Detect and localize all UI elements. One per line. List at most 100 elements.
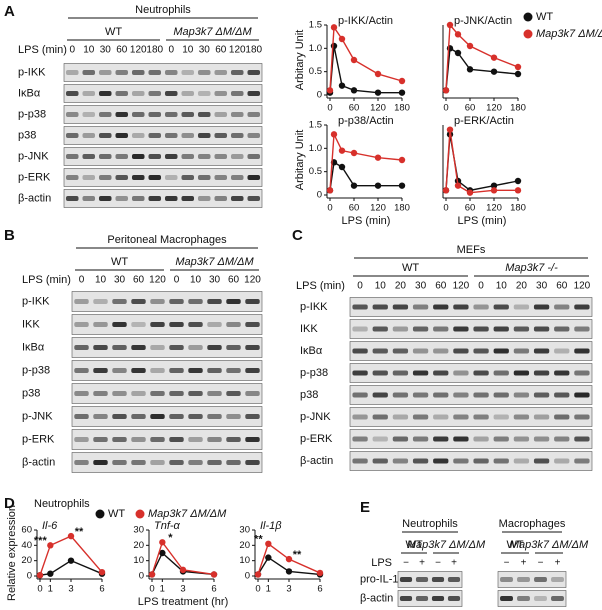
data-point: [338, 82, 346, 89]
blot-band: [188, 391, 203, 396]
blot-strip: [349, 385, 593, 405]
blot-band: [533, 326, 550, 332]
blot-band: [533, 458, 550, 464]
blot-band: [473, 458, 489, 464]
lane-label: 180: [245, 45, 262, 56]
lps-label: LPS: [371, 557, 392, 569]
row-label: pro-IL-1β: [360, 573, 405, 585]
blot-band: [412, 458, 429, 464]
data-point: [326, 87, 334, 94]
blot-band: [554, 370, 570, 376]
blot-band: [115, 112, 129, 117]
blot-band: [352, 414, 368, 420]
blot-band: [115, 196, 129, 201]
blot-band: [207, 391, 222, 396]
lane-label: 20: [395, 281, 407, 292]
data-point: [490, 187, 498, 194]
lane-label: 0: [357, 281, 363, 292]
chart-title: Il-1β: [260, 520, 282, 532]
blot-strip: [63, 126, 263, 145]
blot-band: [214, 133, 228, 138]
blot-band: [214, 154, 228, 159]
blot-strip: [63, 168, 263, 187]
data-point: [374, 89, 382, 96]
blot-band: [473, 370, 489, 376]
group-label: WT: [402, 262, 419, 274]
lps-label: LPS (min): [18, 44, 67, 56]
lane-label: +: [555, 558, 561, 569]
row-label: p38: [18, 129, 36, 141]
blot-band: [93, 299, 108, 304]
x-tick-label: 120: [486, 103, 502, 114]
group-label: Map3k7 ΔM/ΔM: [175, 256, 254, 268]
data-point: [350, 182, 358, 189]
blot-band: [214, 112, 228, 117]
group-label: WT: [405, 539, 422, 551]
blot-band: [181, 196, 195, 201]
blot-band: [74, 345, 89, 350]
blot-band: [93, 322, 108, 327]
data-point: [36, 572, 44, 579]
blot-band: [534, 596, 547, 601]
blot-band: [230, 196, 244, 201]
blot-band: [533, 436, 550, 442]
blot-band: [169, 322, 184, 327]
blot-band: [226, 460, 241, 465]
blot-band: [513, 370, 530, 376]
blot-band: [65, 154, 79, 159]
lane-label: +: [451, 558, 457, 569]
blot-band: [551, 596, 564, 601]
blot-band: [93, 437, 108, 442]
blot-band: [372, 414, 388, 420]
panel-letter: D: [4, 495, 15, 512]
data-point: [442, 187, 450, 194]
blot-band: [226, 414, 241, 419]
lane-label: 10: [375, 281, 387, 292]
blot-band: [247, 154, 261, 159]
y-tick-label: 20: [21, 555, 32, 566]
lane-label: 180: [146, 45, 163, 56]
lane-label: 30: [114, 275, 126, 286]
lane-label: 20: [516, 281, 528, 292]
blot-band: [392, 436, 409, 442]
blot-band: [148, 112, 162, 117]
blot-band: [164, 154, 178, 159]
x-tick-label: 0: [149, 584, 154, 595]
lane-label: −: [403, 558, 409, 569]
blot-strip: [349, 451, 593, 471]
blot-band: [372, 458, 388, 464]
blot-band: [197, 196, 211, 201]
data-point: [285, 555, 293, 563]
blot-band: [447, 577, 461, 582]
blot-band: [169, 345, 184, 350]
blot-band: [164, 112, 178, 117]
y-tick-label: 0: [27, 571, 32, 582]
data-point: [179, 566, 187, 574]
data-point: [454, 31, 462, 38]
blot-band: [551, 577, 564, 582]
row-label: p-IKK: [300, 301, 328, 313]
blot-band: [197, 70, 211, 75]
row-label: IKK: [22, 318, 40, 330]
lane-label: −: [504, 558, 510, 569]
blot-band: [207, 368, 222, 373]
blot-band: [74, 460, 89, 465]
blot-band: [188, 345, 203, 350]
blot-band: [131, 437, 146, 442]
blot-band: [230, 70, 244, 75]
blot-band: [148, 91, 162, 96]
blot-band: [230, 175, 244, 180]
blot-band: [131, 70, 145, 75]
blot-band: [131, 345, 146, 350]
lane-label: 120: [244, 275, 261, 286]
blot-band: [131, 299, 146, 304]
blot-band: [197, 133, 211, 138]
blot-band: [112, 345, 127, 350]
blot-band: [392, 348, 409, 354]
blot-band: [226, 299, 241, 304]
series-line: [329, 45, 402, 94]
blot-band: [74, 414, 89, 419]
blot-band: [74, 391, 89, 396]
blot-band: [412, 370, 429, 376]
y-tick-label: 0: [245, 571, 250, 582]
